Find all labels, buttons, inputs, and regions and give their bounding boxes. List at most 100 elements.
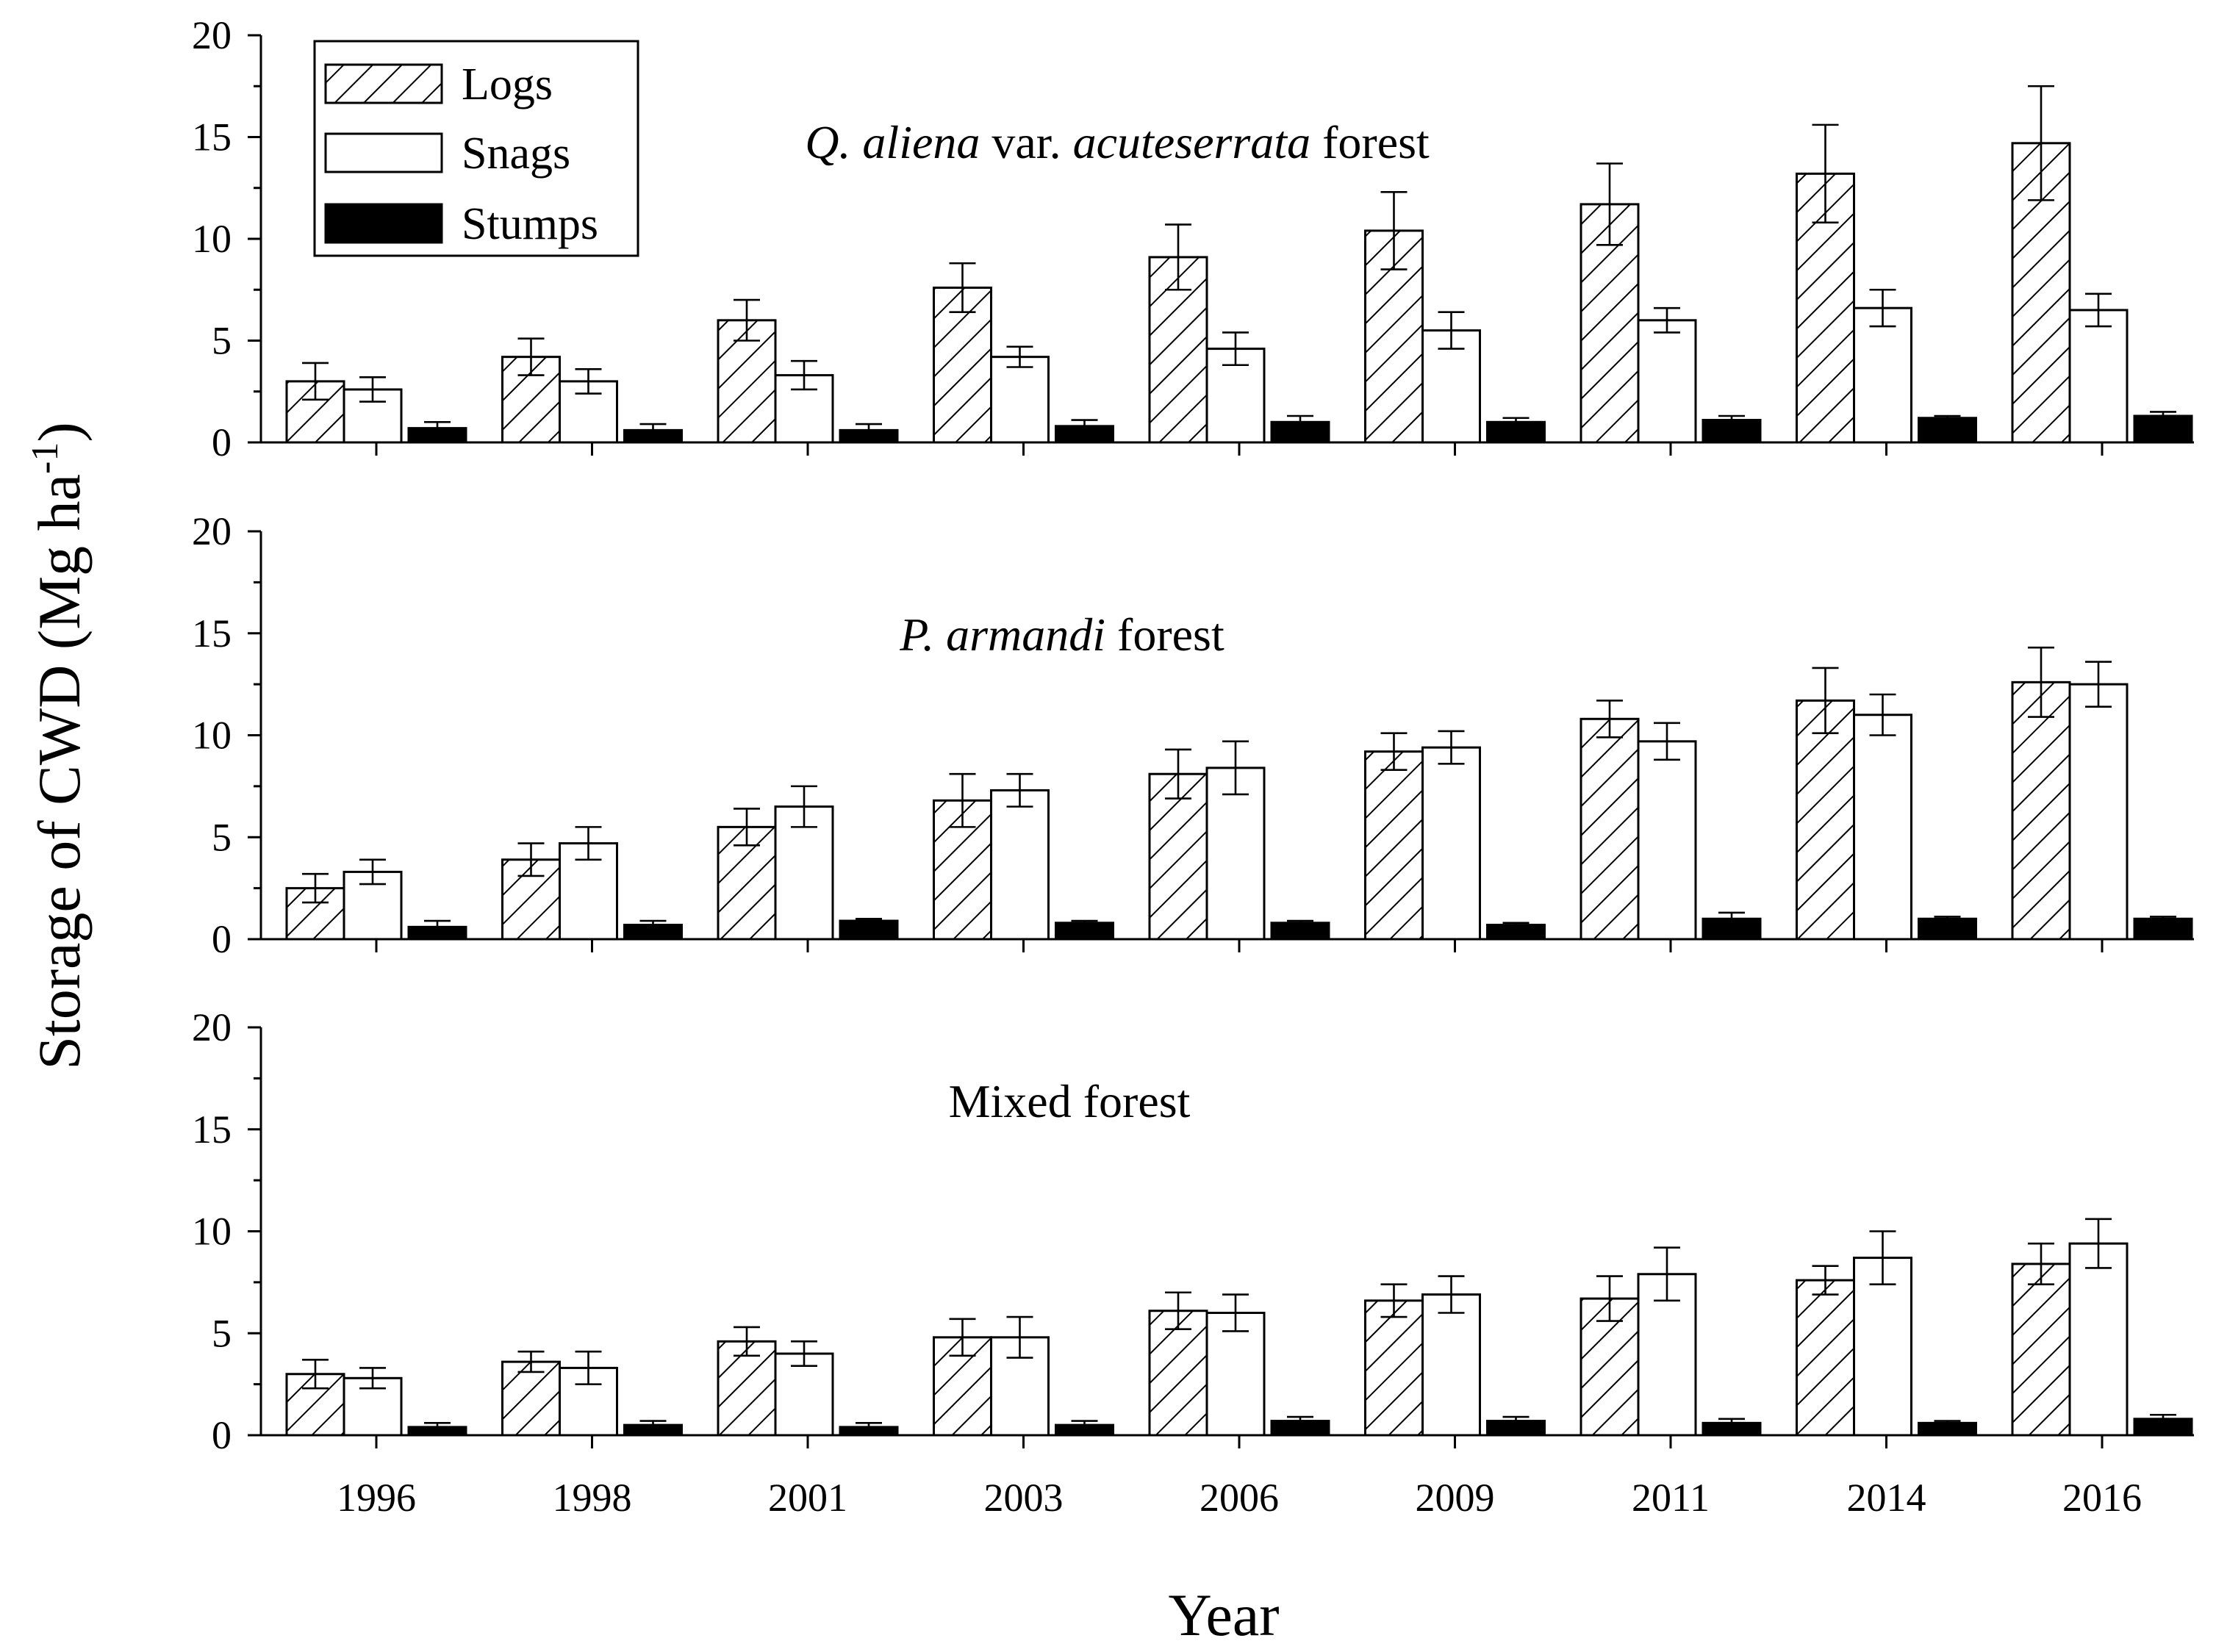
error-bar-snags-1996	[359, 376, 386, 403]
y-tick-label: 20	[192, 509, 232, 553]
error-bar-stumps-2011	[1718, 1418, 1745, 1429]
error-bar-logs-2003	[949, 1318, 976, 1357]
y-axis-title: Storage of CWD (Mg ha-1)	[24, 422, 93, 1069]
error-bar-snags-2016	[2085, 292, 2112, 328]
y-tick-label: 15	[192, 115, 232, 159]
bar-snags-2003	[990, 356, 1050, 444]
error-bar-logs-2011	[1596, 162, 1623, 246]
error-bar-logs-2006	[1165, 223, 1191, 291]
y-tick-label: 0	[212, 917, 232, 961]
y-tick-label: 5	[212, 815, 232, 859]
error-bar-stumps-2001	[856, 917, 882, 924]
error-bar-stumps-2001	[856, 1422, 882, 1432]
error-bar-snags-2011	[1654, 1246, 1680, 1302]
y-axis-title-close: )	[26, 422, 93, 442]
bar-snags-2006	[1205, 766, 1266, 941]
panel-title-part: Q. aliena	[805, 116, 980, 168]
legend-label-stumps: Stumps	[462, 199, 598, 249]
bar-snags-2016	[2068, 1242, 2129, 1437]
error-bar-logs-1998	[517, 337, 545, 376]
bar-logs-2014	[1796, 1279, 1855, 1437]
y-tick-label: 10	[192, 1210, 232, 1254]
error-bar-snags-1996	[359, 858, 386, 886]
y-tick-label: 10	[192, 714, 232, 758]
error-bar-snags-2003	[1006, 772, 1033, 808]
panel-3: 0 5 10 15 20 1996 1998 2001 2003 2006 2009 2011 2014…	[192, 1005, 2194, 1520]
y-tick-label: 15	[192, 611, 232, 656]
error-bar-snags-2009	[1438, 1275, 1465, 1314]
error-bar-stumps-2011	[1718, 414, 1745, 425]
error-bar-stumps-2001	[856, 423, 882, 437]
panel-title-part: Mixed forest	[949, 1075, 1191, 1127]
error-bar-snags-2011	[1654, 722, 1680, 761]
error-bar-stumps-2006	[1287, 1415, 1313, 1426]
bar-logs-2016	[2011, 680, 2071, 941]
y-tick-label: 10	[192, 217, 232, 261]
bar-logs-2011	[1579, 717, 1640, 941]
bar-snags-2011	[1637, 740, 1697, 941]
error-bar-snags-2014	[1869, 693, 1896, 736]
error-bar-logs-2011	[1596, 700, 1623, 739]
error-bar-logs-2016	[2028, 85, 2054, 201]
error-bar-logs-2016	[2028, 1242, 2054, 1285]
legend-swatch-snags	[324, 132, 443, 173]
error-bar-logs-2009	[1380, 1283, 1408, 1318]
bar-stumps-2014	[1918, 417, 1977, 444]
x-tick-label: 1998	[553, 1476, 632, 1520]
panel-title: Mixed forest	[949, 1075, 1191, 1127]
error-bar-stumps-1996	[424, 1422, 451, 1432]
error-bar-logs-2003	[949, 262, 976, 314]
bar-logs-2009	[1364, 750, 1424, 941]
bar-snags-2009	[1421, 746, 1481, 941]
error-bar-stumps-2016	[2150, 916, 2176, 922]
panel-title-part: acuteserrata	[1073, 116, 1311, 168]
error-bar-logs-1996	[302, 1359, 329, 1390]
bar-snags-2003	[990, 789, 1050, 941]
x-tick-label: 2009	[1416, 1476, 1495, 1520]
legend-label-logs: Logs	[462, 60, 553, 109]
panel-title-part: var.	[980, 116, 1072, 168]
error-bar-snags-2016	[2085, 1218, 2112, 1269]
error-bar-snags-2014	[1869, 288, 1896, 328]
y-tick-label: 5	[212, 1311, 232, 1355]
x-tick-label: 2014	[1847, 1476, 1926, 1520]
error-bar-logs-1998	[517, 842, 545, 877]
panel-title: Q. aliena var. acuteserrata forest	[805, 116, 1430, 168]
error-bar-snags-1998	[575, 826, 602, 861]
error-bar-logs-2014	[1812, 667, 1839, 735]
x-tick-label: 1996	[337, 1476, 416, 1520]
y-tick-label: 5	[212, 319, 232, 363]
error-bar-snags-2003	[1006, 1315, 1033, 1359]
error-bar-stumps-1998	[639, 1420, 667, 1430]
error-bar-logs-2016	[2028, 646, 2054, 718]
error-bar-stumps-2006	[1287, 919, 1313, 926]
error-bar-stumps-2003	[1071, 419, 1098, 434]
error-bar-stumps-2006	[1287, 414, 1313, 429]
y-tick-label: 20	[192, 1005, 232, 1049]
bar-stumps-2011	[1702, 917, 1762, 941]
error-bar-stumps-2009	[1502, 417, 1530, 428]
y-tick-label: 0	[212, 1413, 232, 1457]
bar-snags-2009	[1421, 1293, 1481, 1437]
error-bar-logs-2001	[734, 298, 760, 342]
panel-title: P. armandi forest	[899, 608, 1224, 661]
error-bar-logs-2014	[1812, 1265, 1839, 1296]
error-bar-stumps-2003	[1071, 919, 1098, 926]
error-bar-logs-2006	[1165, 1291, 1191, 1330]
error-bar-snags-2009	[1438, 311, 1465, 350]
error-bar-snags-2001	[791, 359, 817, 391]
error-bar-stumps-2009	[1502, 1415, 1530, 1426]
error-bar-stumps-1998	[639, 423, 667, 437]
panel-1: 0 5 10 15 20 Q. aliena var. acuteserrata fore…	[192, 13, 2194, 464]
x-tick-label: 2011	[1632, 1476, 1710, 1520]
x-tick-label: 2001	[768, 1476, 847, 1520]
error-bar-snags-2006	[1222, 1293, 1249, 1332]
error-bar-logs-2009	[1380, 190, 1408, 270]
error-bar-logs-2001	[734, 808, 760, 847]
bar-snags-2014	[1853, 306, 1912, 444]
error-bar-stumps-2003	[1071, 1420, 1098, 1430]
error-bar-logs-2009	[1380, 732, 1408, 771]
y-tick-label: 15	[192, 1107, 232, 1152]
error-bar-stumps-2014	[1934, 1420, 1961, 1426]
error-bar-snags-1998	[575, 1350, 602, 1385]
